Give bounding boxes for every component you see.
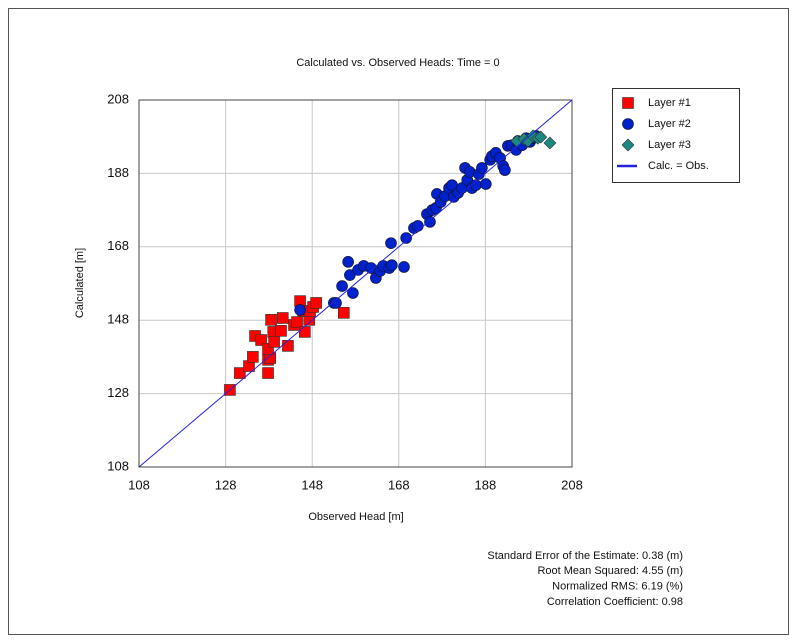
statistic: Root Mean Squared: 4.55 (m) <box>537 565 683 577</box>
point <box>543 136 557 150</box>
point <box>347 287 359 299</box>
legend-label: Layer #1 <box>648 97 691 109</box>
legend-swatch <box>622 97 634 109</box>
point <box>386 259 398 271</box>
point <box>299 326 311 338</box>
point <box>534 130 548 144</box>
x-tick-label: 148 <box>301 477 323 492</box>
x-tick-label: 108 <box>128 477 150 492</box>
y-tick-label: 128 <box>107 385 129 400</box>
statistic: Normalized RMS: 6.19 (%) <box>552 581 683 593</box>
legend-swatch <box>621 138 635 152</box>
y-tick-label: 188 <box>107 165 129 180</box>
point <box>255 334 267 346</box>
point <box>265 314 277 326</box>
y-tick-label: 208 <box>107 91 129 106</box>
statistic: Standard Error of the Estimate: 0.38 (m) <box>487 550 683 562</box>
y-tick-label: 168 <box>107 238 129 253</box>
x-tick-label: 168 <box>388 477 410 492</box>
point <box>424 216 436 228</box>
x-tick-label: 188 <box>475 477 497 492</box>
y-tick-label: 148 <box>107 312 129 327</box>
point <box>336 280 348 292</box>
point <box>294 304 306 316</box>
point <box>234 367 246 379</box>
point <box>275 325 287 337</box>
point <box>398 261 410 273</box>
identity-line <box>138 99 573 468</box>
point <box>344 269 356 281</box>
point <box>342 256 354 268</box>
legend-label: Calc. = Obs. <box>648 160 709 172</box>
point <box>499 164 511 176</box>
legend-label: Layer #3 <box>648 139 691 151</box>
point <box>268 336 280 348</box>
point <box>262 367 274 379</box>
point <box>330 297 342 309</box>
point <box>385 237 397 249</box>
point <box>412 220 424 232</box>
chart-title: Calculated vs. Observed Heads: Time = 0 <box>296 57 499 69</box>
legend-swatch <box>622 118 634 130</box>
point <box>400 232 412 244</box>
point <box>338 307 350 319</box>
point <box>480 178 492 190</box>
statistic: Correlation Coefficient: 0.98 <box>547 596 683 608</box>
point <box>282 340 294 352</box>
legend-label: Layer #2 <box>648 118 691 130</box>
y-axis-label: Calculated [m] <box>74 248 86 318</box>
point <box>276 312 289 324</box>
point <box>476 162 488 174</box>
point <box>310 297 322 309</box>
point <box>291 316 303 328</box>
point <box>247 351 259 363</box>
point <box>262 343 274 355</box>
x-tick-label: 208 <box>561 477 583 492</box>
x-axis-label: Observed Head [m] <box>308 511 403 523</box>
x-tick-label: 128 <box>215 477 237 492</box>
plot-frame <box>138 99 573 468</box>
y-tick-label: 108 <box>107 458 129 473</box>
